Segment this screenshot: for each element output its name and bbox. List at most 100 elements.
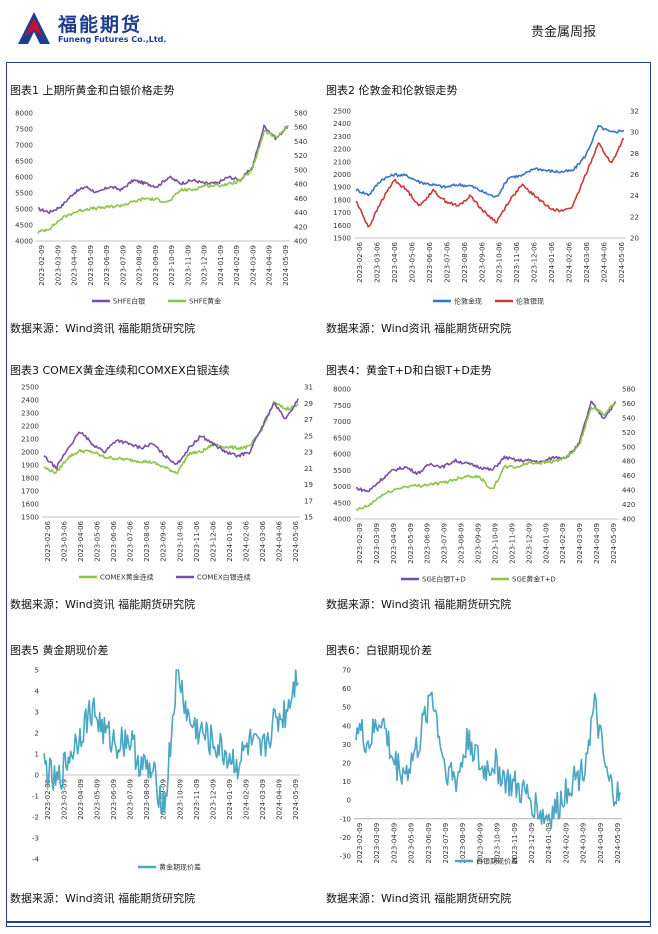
y-left-tick: 20 <box>342 760 351 768</box>
x-tick-label: 2023-04-06 <box>77 520 85 561</box>
y-left-tick: -4 <box>32 856 40 864</box>
y-right-tick: 540 <box>622 414 635 422</box>
y-right-tick: 560 <box>622 400 635 408</box>
x-tick-label: 2023-06-09 <box>103 245 111 286</box>
x-tick-label: 2023-08-09 <box>143 779 151 820</box>
y-left-tick: 2100 <box>333 158 351 166</box>
y-left-tick: 1800 <box>333 196 351 204</box>
x-tick-label: 2023-03-09 <box>373 823 381 864</box>
y-left-tick: 1700 <box>21 488 39 496</box>
chart2-title: 图表2 伦敦金和伦敦银走势 <box>326 84 458 97</box>
x-tick-label: 2023-08-09 <box>458 523 466 564</box>
x-tick-label: 2023-10-06 <box>496 241 504 282</box>
y-left-tick: 4500 <box>15 222 33 230</box>
x-tick-label: 2023-06-09 <box>424 523 432 564</box>
y-left-tick: 6000 <box>15 174 33 182</box>
y-left-tick: 8000 <box>15 110 33 118</box>
y-left-tick: 40 <box>342 722 351 730</box>
x-tick-label: 2024-03-06 <box>259 520 267 561</box>
y-left-tick: -3 <box>32 835 39 843</box>
y-left-tick: 1 <box>35 751 39 759</box>
y-right-tick: 28 <box>630 150 639 158</box>
series-line-1 <box>355 401 617 511</box>
y-left-tick: 7500 <box>333 402 351 410</box>
y-left-tick: 4000 <box>333 516 351 524</box>
y-left-tick: 5500 <box>15 190 33 198</box>
x-tick-label: 2023-12-09 <box>201 245 209 286</box>
y-right-tick: 500 <box>294 166 307 174</box>
series-line-0 <box>355 691 621 829</box>
x-tick-label: 2024-02-09 <box>559 523 567 564</box>
y-left-tick: 7000 <box>333 418 351 426</box>
x-tick-label: 2024-03-09 <box>249 245 257 286</box>
y-right-tick: 19 <box>304 481 313 489</box>
y-right-tick: 27 <box>304 416 313 424</box>
y-left-tick: 2000 <box>333 171 351 179</box>
y-left-tick: 5000 <box>333 483 351 491</box>
y-left-tick: 1900 <box>333 184 351 192</box>
x-tick-label: 2024-03-09 <box>576 523 584 564</box>
x-tick-label: 2024-01-06 <box>548 241 556 282</box>
x-tick-label: 2023-09-06 <box>478 241 486 282</box>
y-right-tick: 22 <box>630 213 639 221</box>
y-left-tick: 6500 <box>333 434 351 442</box>
x-tick-label: 2024-03-06 <box>583 241 591 282</box>
series-line-1 <box>43 398 299 470</box>
y-left-tick: 1600 <box>21 501 39 509</box>
x-tick-label: 2024-04-09 <box>593 523 601 564</box>
y-left-tick: 2200 <box>21 423 39 431</box>
x-tick-label: 2023-09-09 <box>152 245 160 286</box>
x-tick-label: 2024-04-09 <box>266 245 274 286</box>
frame-bottom-line <box>6 921 651 923</box>
y-left-tick: 2300 <box>21 410 39 418</box>
series-line-1 <box>37 125 289 234</box>
x-tick-label: 2023-03-09 <box>373 523 381 564</box>
y-right-tick: 17 <box>304 497 313 505</box>
x-tick-label: 2023-07-09 <box>441 523 449 564</box>
y-left-tick: -10 <box>340 815 351 823</box>
y-left-tick: 4 <box>35 688 40 696</box>
legend-label: SGE白银T+D <box>422 575 466 584</box>
y-left-tick: -2 <box>32 814 39 822</box>
x-tick-label: 2024-04-06 <box>601 241 609 282</box>
x-tick-label: 2023-12-09 <box>528 823 536 864</box>
y-left-tick: 8000 <box>333 386 351 394</box>
y-right-tick: 480 <box>622 458 635 466</box>
x-tick-label: 2023-10-09 <box>176 779 184 820</box>
y-left-tick: 2200 <box>333 146 351 154</box>
y-left-tick: 1800 <box>21 475 39 483</box>
y-right-tick: 30 <box>630 129 639 137</box>
y-left-tick: 2400 <box>21 397 39 405</box>
x-tick-label: 2024-01-09 <box>217 245 225 286</box>
y-left-tick: 1500 <box>21 514 39 522</box>
x-tick-label: 2023-05-06 <box>408 241 416 282</box>
x-tick-label: 2023-09-09 <box>475 523 483 564</box>
x-tick-label: 2023-04-09 <box>71 245 79 286</box>
x-tick-label: 2024-04-09 <box>597 823 605 864</box>
chart5-source: 数据来源：Wind资讯 福能期货研究院 <box>10 892 196 905</box>
company-logo: 福能期货 Funeng Futures Co.,Ltd. <box>14 8 174 50</box>
series-line-0 <box>37 124 289 214</box>
x-tick-label: 2023-12-06 <box>209 520 217 561</box>
x-tick-label: 2023-08-06 <box>143 520 151 561</box>
x-tick-label: 2023-02-06 <box>356 241 364 282</box>
y-right-tick: 29 <box>304 400 313 408</box>
x-tick-label: 2023-11-09 <box>508 523 516 564</box>
chart4-title: 图表4：黄金T+D和白银T+D走势 <box>326 364 492 377</box>
legend-label: SGE黄金T+D <box>512 575 556 584</box>
y-right-tick: 520 <box>294 152 307 160</box>
legend-label: 伦敦金现 <box>454 297 482 306</box>
y-right-tick: 460 <box>622 472 635 480</box>
x-tick-label: 2023-03-09 <box>61 779 69 820</box>
x-tick-label: 2023-05-09 <box>87 245 95 286</box>
x-tick-label: 2023-10-09 <box>494 823 502 864</box>
x-tick-label: 2023-06-06 <box>426 241 434 282</box>
y-left-tick: 3 <box>35 709 39 717</box>
y-left-tick: 1600 <box>333 222 351 230</box>
x-tick-label: 2024-03-09 <box>580 823 588 864</box>
x-tick-label: 2023-07-06 <box>443 241 451 282</box>
x-tick-label: 2024-04-06 <box>275 520 283 561</box>
y-right-tick: 540 <box>294 138 307 146</box>
